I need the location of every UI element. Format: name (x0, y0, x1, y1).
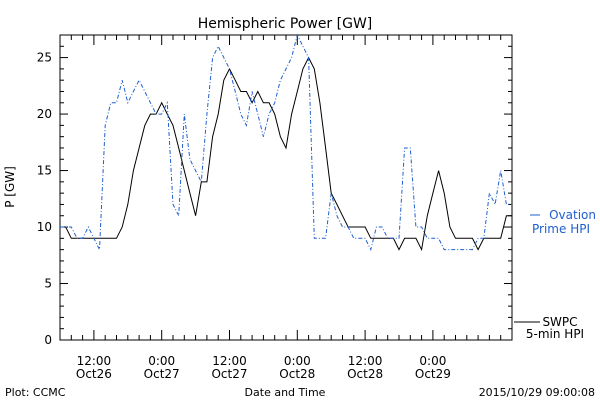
x-tick-date: Oct28 (279, 367, 315, 381)
x-axis: 12:00Oct260:00Oct2712:00Oct270:00Oct2812… (59, 35, 513, 381)
x-tick-time: 0:00 (148, 354, 175, 368)
x-tick-date: Oct27 (144, 367, 180, 381)
footer-credit: Plot: CCMC (5, 386, 66, 399)
series-layer (60, 33, 512, 252)
series-swpc-line (60, 56, 512, 252)
x-axis-label: Date and Time (245, 386, 326, 399)
y-tick-label: 5 (44, 277, 52, 291)
x-tick-time: 0:00 (284, 354, 311, 368)
y-tick-label: 0 (44, 333, 52, 347)
legend-ovation-line1: Ovation (549, 208, 596, 222)
x-tick-date: Oct28 (347, 367, 383, 381)
x-tick-time: 12:00 (212, 354, 247, 368)
x-tick-date: Oct26 (76, 367, 112, 381)
x-tick-time: 12:00 (77, 354, 112, 368)
x-tick-time: 12:00 (348, 354, 383, 368)
series-ovation-line (60, 33, 512, 252)
footer-timestamp: 2015/10/29 09:00:08 (479, 386, 595, 399)
y-axis-label: P [GW] (3, 166, 17, 208)
y-tick-label: 10 (37, 220, 52, 234)
legend-swpc-line2: 5-min HPI (526, 327, 584, 341)
legend-swpc-line1: SWPC (542, 315, 577, 329)
x-tick-time: 0:00 (419, 354, 446, 368)
y-tick-label: 15 (37, 164, 52, 178)
y-tick-label: 25 (37, 51, 52, 65)
x-tick-date: Oct29 (415, 367, 451, 381)
chart-title: Hemispheric Power [GW] (198, 16, 373, 32)
plot-frame (59, 34, 513, 341)
x-tick-date: Oct27 (211, 367, 247, 381)
legend-ovation-line2: Prime HPI (532, 222, 590, 236)
y-tick-label: 20 (37, 107, 52, 121)
y-axis: 0 5 10 15 20 25 (37, 34, 512, 347)
